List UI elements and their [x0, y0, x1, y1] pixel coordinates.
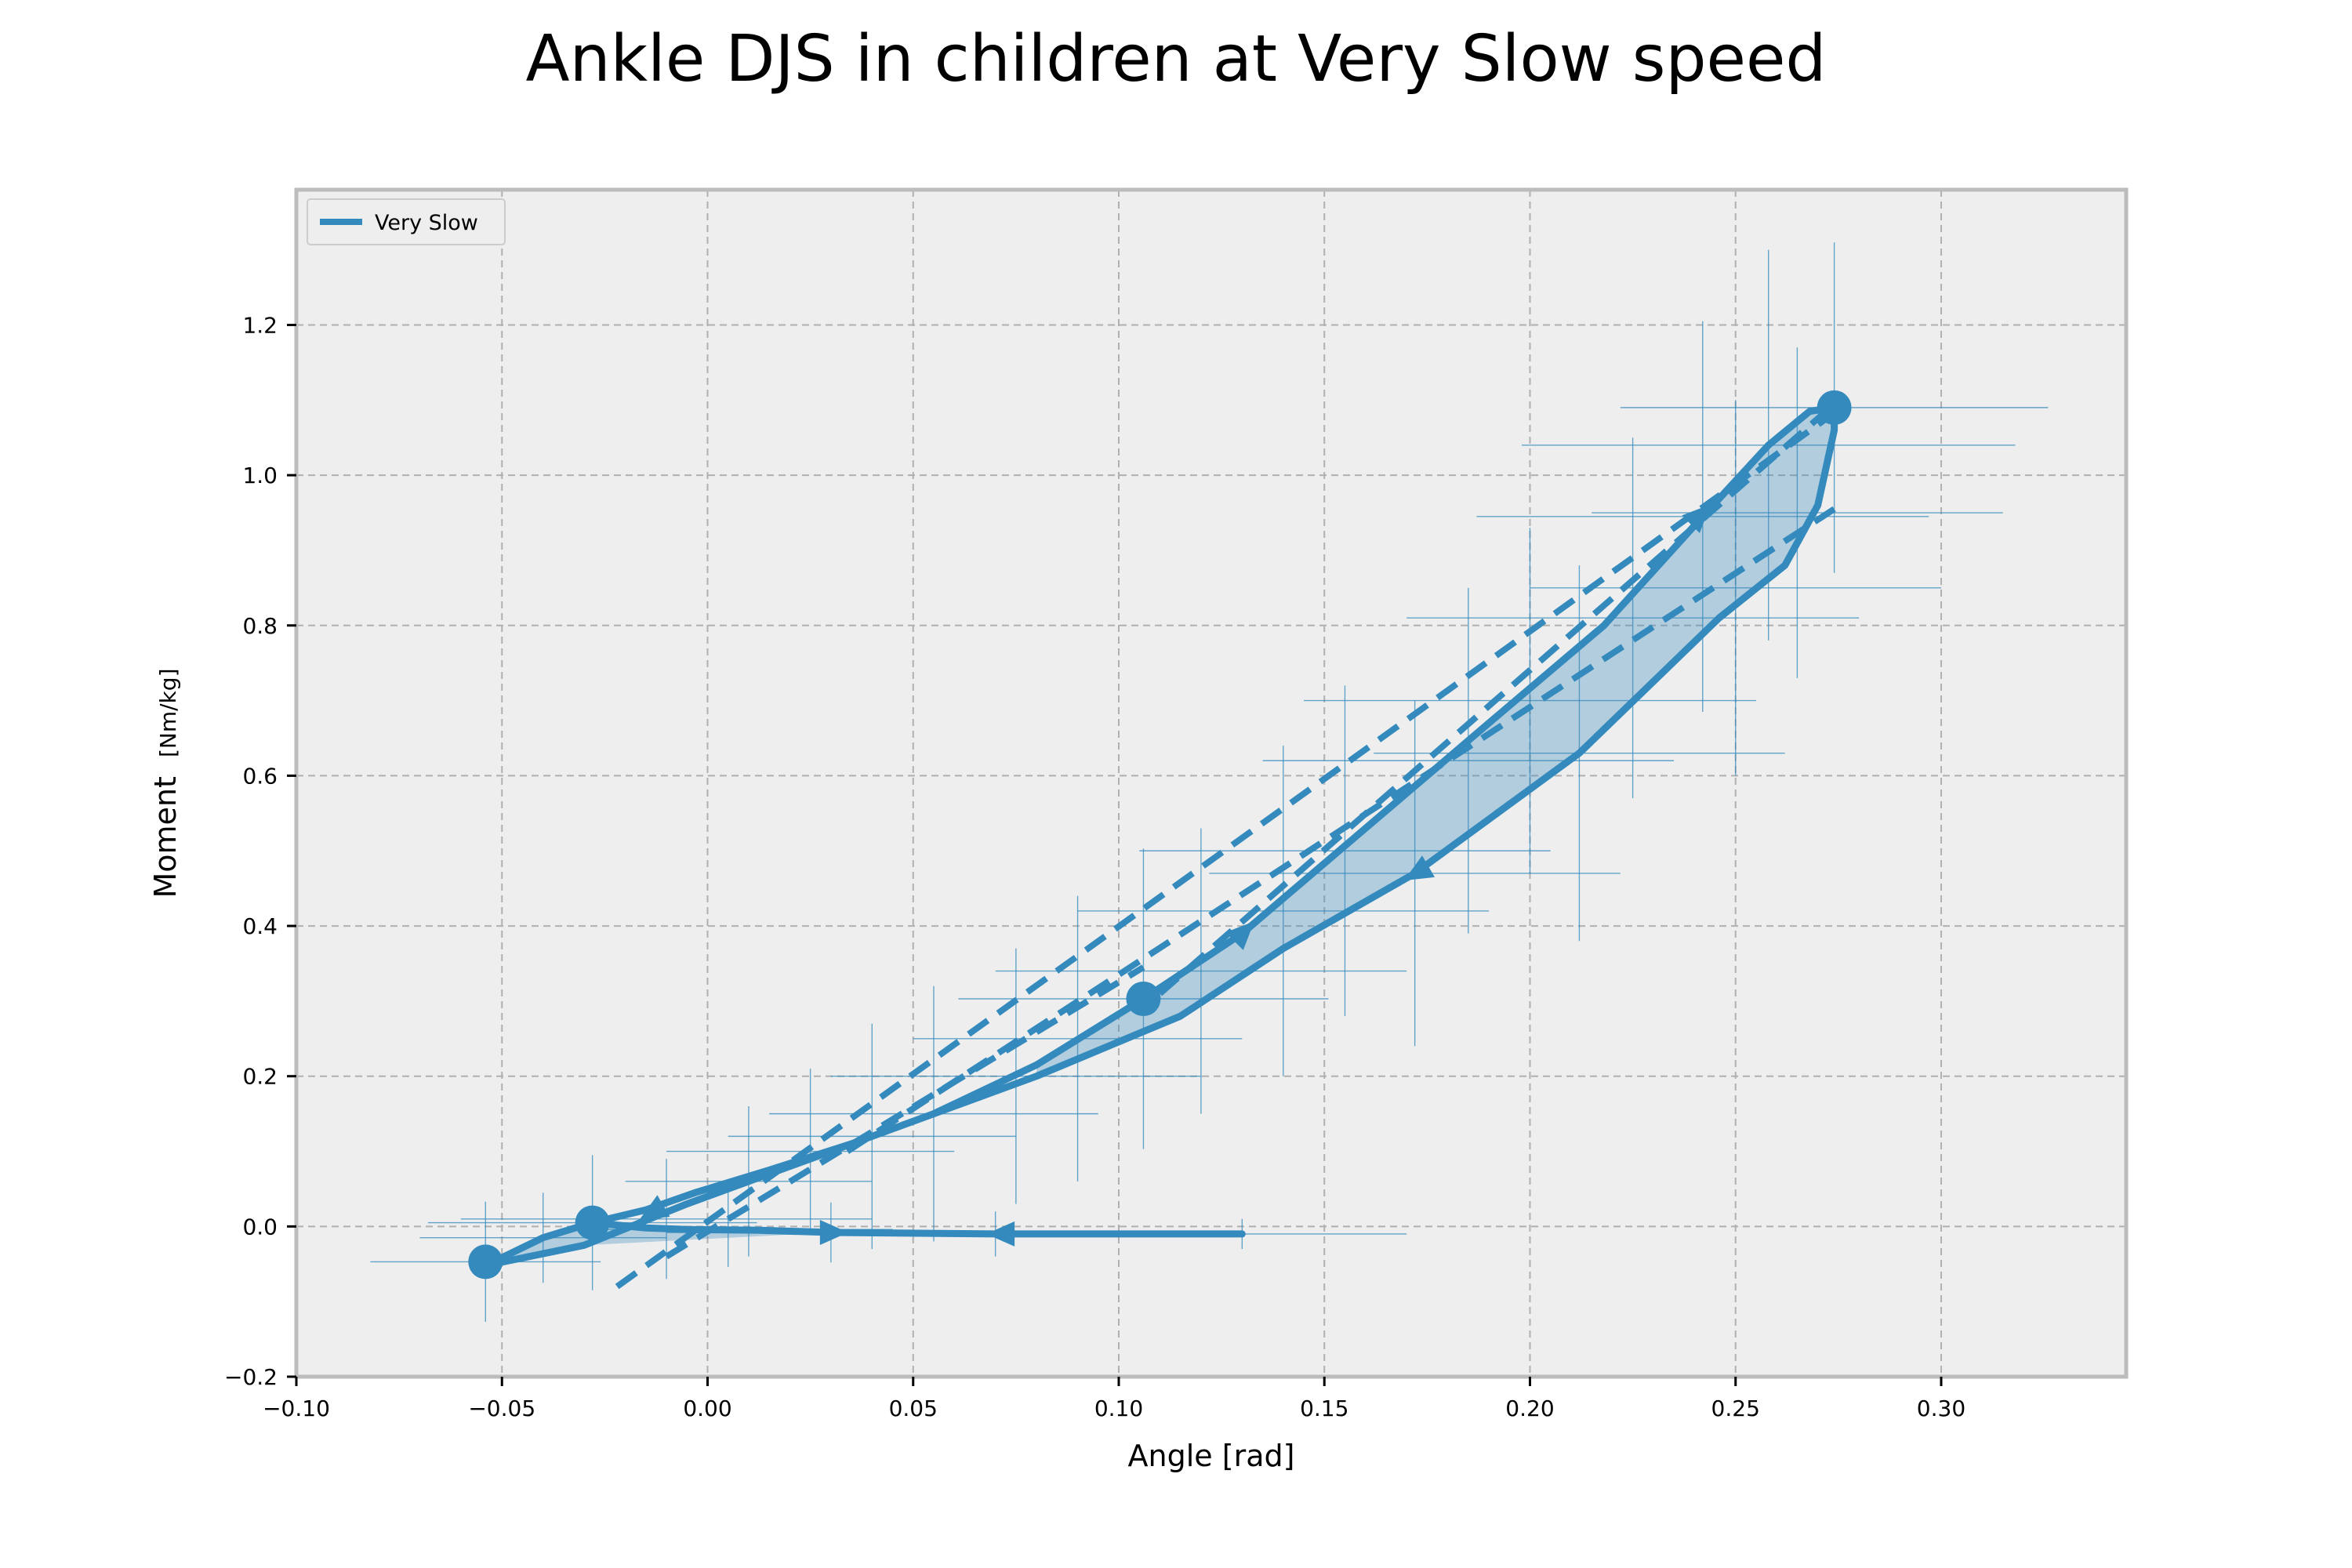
key-point: [575, 1205, 610, 1240]
y-tick-label: 1.2: [242, 312, 278, 338]
key-points: [468, 390, 1852, 1279]
x-tick-label: 0.15: [1300, 1396, 1348, 1421]
x-tick-label: −0.05: [468, 1396, 535, 1421]
y-tick-label: 0.8: [242, 613, 278, 639]
y-axis-label-text: Moment: [148, 776, 183, 898]
x-axis-label: Angle [rad]: [1128, 1439, 1295, 1473]
dashed-line: [615, 416, 1828, 1290]
legend: Very Slow: [307, 198, 506, 245]
legend-label: Very Slow: [375, 211, 478, 235]
y-tick-label: 1.0: [242, 463, 278, 488]
direction-arrow: [639, 1195, 670, 1221]
dashed-line: [664, 964, 1145, 1260]
legend-box: [307, 198, 506, 245]
plot-area: [296, 190, 2126, 1377]
y-tick-label: 0.4: [242, 913, 278, 939]
y-axis-label-group: Moment [Nm/kg]: [148, 668, 183, 898]
x-tick-label: 0.20: [1505, 1396, 1554, 1421]
y-tick-label: −0.2: [224, 1364, 278, 1390]
direction-arrow: [986, 1221, 1015, 1247]
y-tick-label: 0.6: [242, 763, 278, 789]
direction-arrow: [819, 1220, 848, 1246]
key-point: [1126, 982, 1161, 1017]
x-tick-label: 0.30: [1917, 1396, 1965, 1421]
direction-arrow: [1225, 921, 1254, 950]
x-tick-label: 0.00: [683, 1396, 731, 1421]
chart-title: Ankle DJS in children at Very Slow speed: [525, 22, 1827, 96]
x-tick-label: −0.10: [263, 1396, 330, 1421]
y-tick-label: 0.0: [242, 1214, 278, 1240]
dashed-line: [1157, 408, 1828, 996]
plot-frame: [294, 187, 2129, 1379]
dashed-lines: [615, 408, 1836, 1290]
axis-ticks: −0.10 −0.05 0.00 0.05 0.10 0.15 0.20 0.25 0.30 −0…: [224, 312, 1965, 1421]
x-tick-label: 0.10: [1094, 1396, 1143, 1421]
direction-arrow: [1682, 504, 1711, 534]
y-tick-label: 0.2: [242, 1064, 278, 1090]
direction-arrow: [1403, 855, 1435, 881]
x-tick-label: 0.25: [1711, 1396, 1760, 1421]
x-tick-label: 0.05: [889, 1396, 938, 1421]
y-axis-label: Moment [Nm/kg]: [148, 668, 183, 898]
direction-arrows: [639, 504, 1711, 1247]
key-point: [1817, 390, 1852, 425]
loop-fill-upper: [1036, 407, 1835, 1076]
y-axis-label-unit: [Nm/kg]: [155, 668, 181, 757]
key-point: [468, 1244, 503, 1279]
